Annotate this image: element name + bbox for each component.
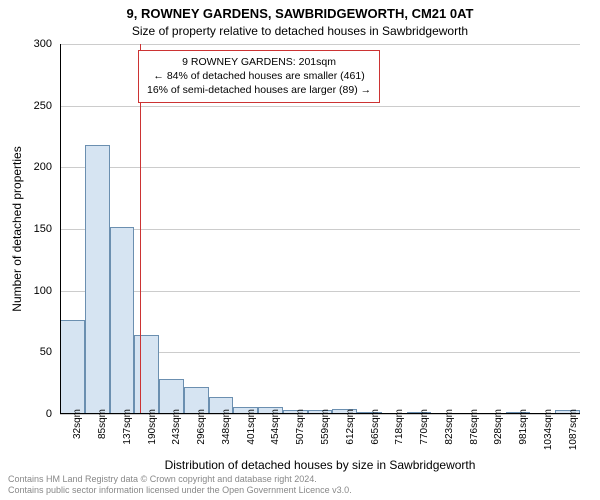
grid-line [60,167,580,168]
y-axis-line [60,44,61,414]
x-tick-label: 507sqm [295,409,306,445]
annotation-line: 16% of semi-detached houses are larger (… [147,83,371,97]
y-tick-label: 150 [12,223,52,235]
x-axis-label: Distribution of detached houses by size … [60,458,580,472]
grid-line [60,291,580,292]
x-tick-label: 190sqm [147,409,158,445]
x-tick-label: 876sqm [469,409,480,445]
chart-subtitle: Size of property relative to detached ho… [0,24,600,38]
annotation-line: ← 84% of detached houses are smaller (46… [147,69,371,83]
x-tick-label: 770sqm [419,409,430,445]
histogram-bar [110,227,135,414]
x-tick-label: 559sqm [320,409,331,445]
chart-title: 9, ROWNEY GARDENS, SAWBRIDGEWORTH, CM21 … [0,6,600,21]
grid-line [60,44,580,45]
x-axis-line [60,413,580,414]
x-tick-label: 137sqm [122,409,133,445]
x-tick-label: 296sqm [196,409,207,445]
x-tick-label: 823sqm [444,409,455,445]
y-tick-label: 300 [12,38,52,50]
footer-line-2: Contains public sector information licen… [8,485,592,496]
x-tick-label: 348sqm [221,409,232,445]
x-tick-label: 1087sqm [568,409,579,450]
histogram-bar [134,335,159,414]
x-tick-label: 401sqm [246,409,257,445]
histogram-bar [85,145,110,414]
y-tick-label: 200 [12,161,52,173]
x-tick-label: 981sqm [518,409,529,445]
grid-line [60,106,580,107]
x-tick-label: 454sqm [270,409,281,445]
x-tick-label: 718sqm [394,409,405,445]
annotation-box: 9 ROWNEY GARDENS: 201sqm← 84% of detache… [138,50,380,103]
grid-line [60,229,580,230]
x-tick-label: 612sqm [345,409,356,445]
x-tick-label: 243sqm [171,409,182,445]
footer-attribution: Contains HM Land Registry data © Crown c… [8,474,592,496]
x-tick-label: 665sqm [370,409,381,445]
y-tick-label: 250 [12,100,52,112]
plot-region: 05010015020025030032sqm85sqm137sqm190sqm… [60,44,580,414]
x-tick-label: 1034sqm [543,409,554,450]
annotation-line: 9 ROWNEY GARDENS: 201sqm [147,55,371,69]
y-tick-label: 50 [12,346,52,358]
chart-plot-area: 05010015020025030032sqm85sqm137sqm190sqm… [60,44,580,414]
y-tick-label: 0 [12,408,52,420]
histogram-bar [60,320,85,414]
y-tick-label: 100 [12,285,52,297]
x-tick-label: 928sqm [493,409,504,445]
footer-line-1: Contains HM Land Registry data © Crown c… [8,474,592,485]
